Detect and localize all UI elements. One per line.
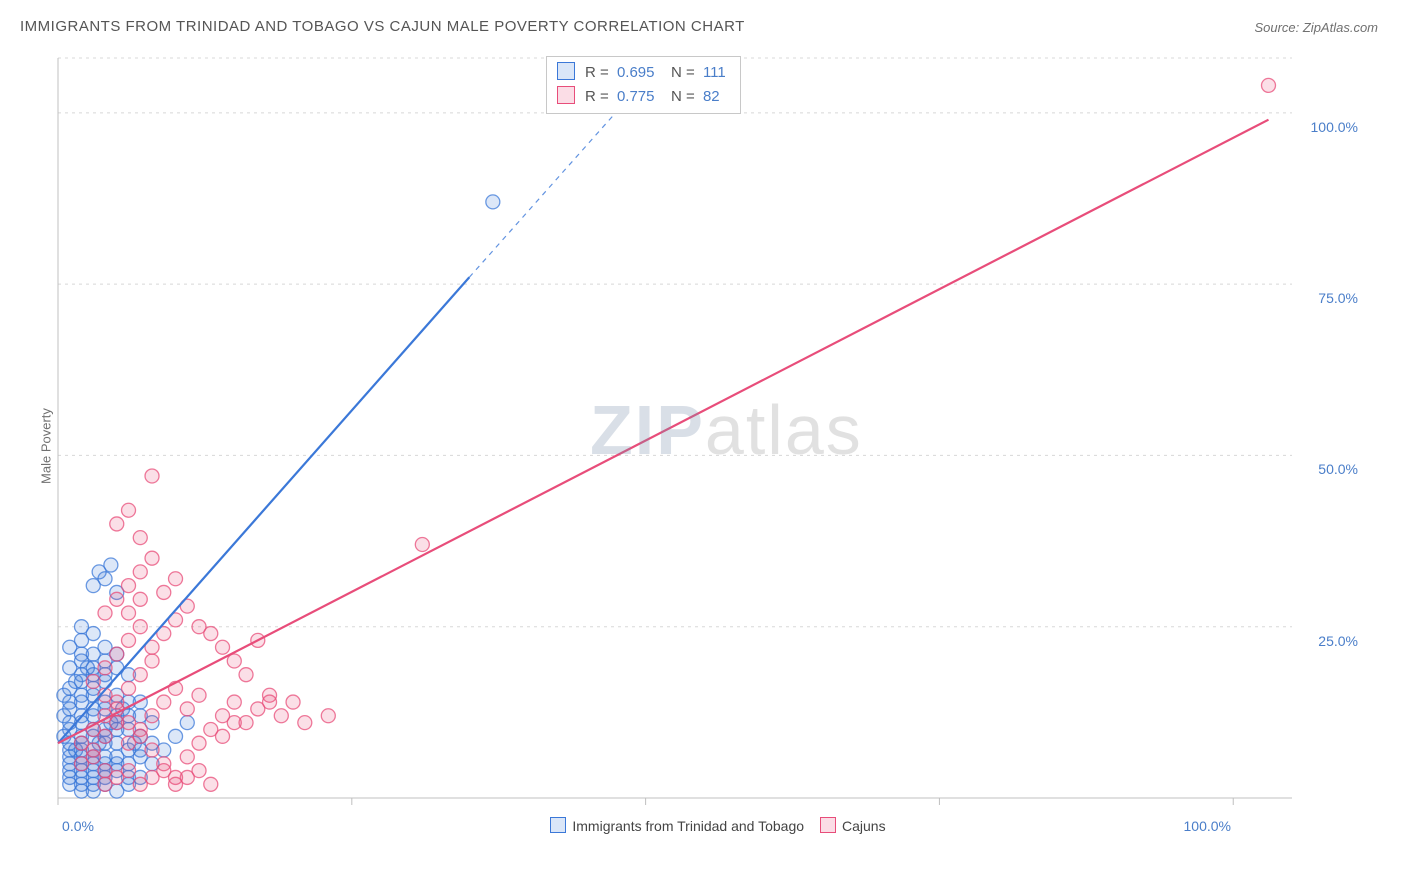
source-label: Source: ZipAtlas.com <box>1254 20 1378 35</box>
legend-label: Cajuns <box>842 818 886 834</box>
stat-r-value: 0.775 <box>617 88 655 105</box>
stat-r-label: R = <box>585 88 613 105</box>
legend-swatch <box>557 62 575 80</box>
legend-label: Immigrants from Trinidad and Tobago <box>572 818 804 834</box>
legend-swatch <box>550 817 566 833</box>
legend-swatch <box>557 86 575 104</box>
legend-swatch <box>820 817 836 833</box>
y-tick-label: 25.0% <box>1318 633 1358 649</box>
y-tick-label: 100.0% <box>1311 119 1358 135</box>
stat-n-value: 82 <box>703 88 720 105</box>
y-tick-label: 50.0% <box>1318 461 1358 477</box>
stat-n-label: N = <box>671 88 699 105</box>
stat-n-label: N = <box>671 64 699 81</box>
scatter-chart <box>50 50 1370 840</box>
correlation-legend: R = 0.695 N = 111R = 0.775 N = 82 <box>546 56 741 114</box>
stat-r-value: 0.695 <box>617 64 655 81</box>
chart-area: ZIPatlas R = 0.695 N = 111R = 0.775 N = … <box>50 50 1370 840</box>
page-title: IMMIGRANTS FROM TRINIDAD AND TOBAGO VS C… <box>20 18 745 35</box>
stat-legend-row: R = 0.695 N = 111 <box>557 61 730 85</box>
series-legend: Immigrants from Trinidad and Tobago Cajun… <box>50 817 1370 834</box>
stat-legend-row: R = 0.775 N = 82 <box>557 85 730 109</box>
y-tick-label: 75.0% <box>1318 290 1358 306</box>
stat-r-label: R = <box>585 64 613 81</box>
stat-n-value: 111 <box>703 64 726 81</box>
